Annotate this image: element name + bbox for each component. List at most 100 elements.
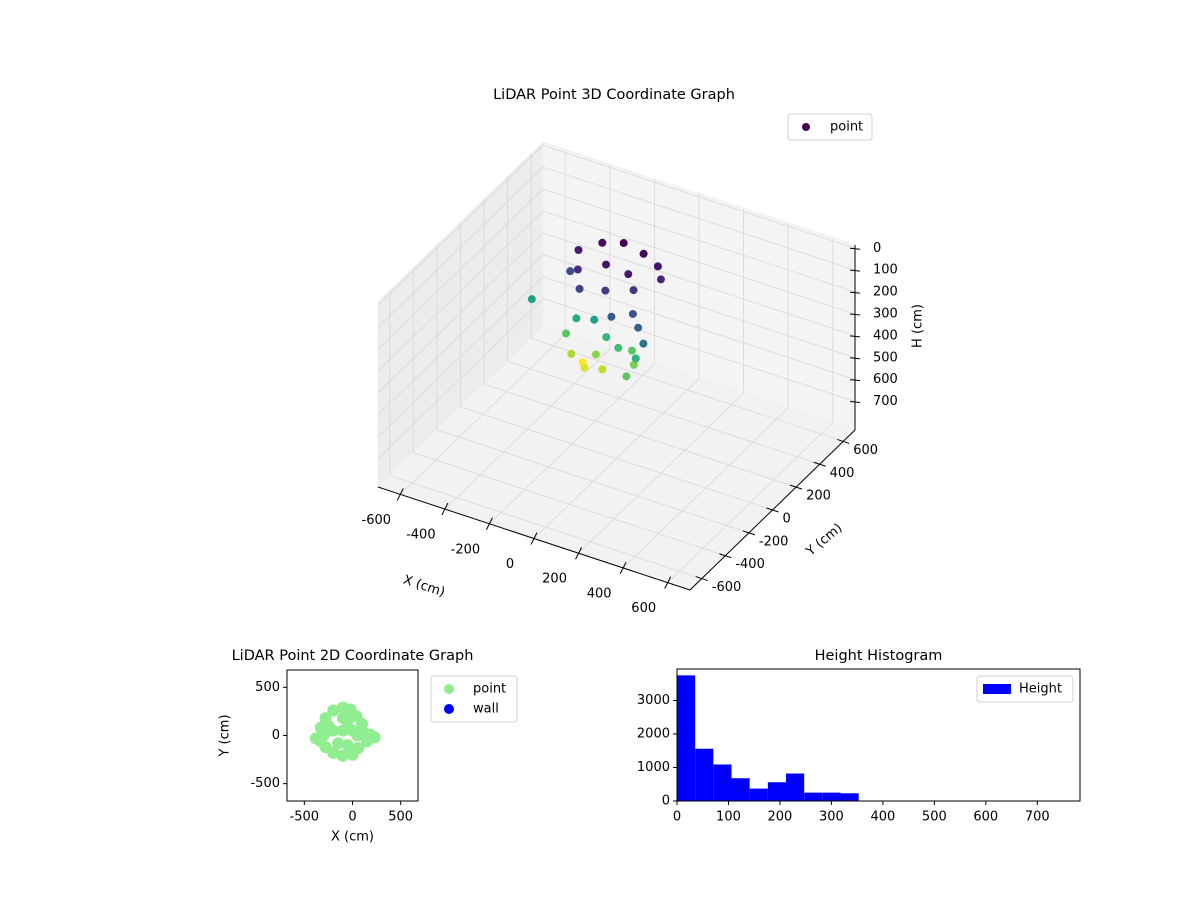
z-tick-label: 700 [873, 394, 898, 409]
point [598, 365, 607, 374]
x-tick-label: 400 [587, 586, 612, 601]
bar [749, 788, 768, 801]
x-tick-label: 100 [716, 810, 741, 825]
point [614, 343, 623, 352]
grid-line [377, 276, 544, 437]
y-tick-label: 600 [853, 443, 878, 458]
point [566, 267, 575, 276]
legend-label: wall [473, 702, 499, 717]
z-tick-label: 0 [873, 241, 881, 256]
bar [731, 778, 750, 801]
point [601, 286, 610, 295]
grid-line [542, 144, 856, 249]
bar [695, 748, 714, 801]
x-tick-label: 500 [922, 810, 947, 825]
point [602, 260, 610, 269]
bar [713, 764, 732, 801]
point [341, 739, 354, 752]
point [627, 346, 636, 355]
point [332, 737, 345, 750]
x-tick-label: -600 [362, 513, 392, 528]
y-tick-label: 0 [783, 512, 791, 527]
point [336, 724, 349, 737]
point [591, 350, 600, 359]
z-tick-label: 100 [873, 263, 898, 278]
legend-marker [444, 704, 454, 714]
grid-line [542, 188, 856, 293]
grid-line [377, 144, 544, 306]
point [622, 372, 631, 381]
x-tick-label: 500 [388, 810, 413, 825]
grid-line [413, 452, 726, 557]
z-axis-label: H (cm) [911, 304, 926, 348]
point [572, 314, 581, 323]
point [607, 312, 616, 321]
grid-line [542, 166, 856, 271]
grid-line [436, 429, 750, 534]
y-tick-label: 1000 [637, 760, 670, 775]
x-tick-label: 600 [973, 810, 998, 825]
x-tick-label: 200 [542, 572, 567, 587]
grid-line [377, 298, 544, 459]
point [327, 704, 340, 717]
point [356, 724, 369, 737]
chart-title: LiDAR Point 3D Coordinate Graph [493, 87, 735, 103]
plot-frame [676, 668, 1081, 802]
grid-line [377, 232, 544, 394]
grid-line [542, 254, 856, 359]
point [527, 295, 536, 304]
grid-line [483, 383, 797, 488]
point [619, 239, 628, 248]
point [598, 238, 607, 247]
grid-line [542, 276, 856, 381]
z-tick-label: 500 [873, 350, 898, 365]
bar [840, 793, 859, 801]
y-tick-label: 500 [255, 680, 280, 695]
y-tick-label: -400 [735, 557, 765, 572]
x-tick-label: 0 [673, 810, 681, 825]
z-tick-label: 400 [873, 328, 898, 343]
x-axis-label: X (cm) [331, 830, 374, 845]
x-tick-label: -200 [451, 542, 481, 557]
point [639, 339, 648, 348]
y-tick-label: -200 [759, 534, 789, 549]
point [562, 329, 571, 338]
grid-line [507, 360, 820, 465]
point [573, 265, 582, 274]
y-tick-label: 200 [806, 489, 831, 504]
grid-line [377, 166, 544, 328]
point [639, 249, 648, 258]
point [341, 715, 354, 728]
chart-title: Height Histogram [815, 648, 943, 664]
point [629, 286, 638, 295]
legend-marker [444, 684, 454, 694]
point [575, 284, 584, 293]
legend-label: point [830, 120, 863, 135]
point [653, 262, 662, 271]
x-tick-label: -500 [290, 810, 320, 825]
point [631, 354, 640, 363]
y-tick-label: 400 [830, 466, 855, 481]
legend-label: point [473, 682, 506, 697]
bar [767, 782, 787, 801]
grid-line [377, 188, 544, 350]
point [567, 349, 576, 358]
bar [786, 773, 805, 801]
x-tick-label: 300 [819, 810, 844, 825]
legend-swatch [983, 684, 1011, 694]
z-tick-label: 300 [873, 306, 898, 321]
x-tick-label: 700 [1025, 810, 1050, 825]
grid-line [531, 338, 844, 442]
x-tick-label: 200 [768, 810, 793, 825]
bar [677, 675, 696, 801]
point [574, 246, 583, 255]
point [346, 748, 359, 761]
point [624, 270, 633, 279]
grid-line [377, 210, 544, 372]
point [322, 719, 335, 732]
z-tick-label: 200 [873, 285, 898, 300]
y-tick-label: 3000 [637, 693, 670, 708]
legend-marker [802, 123, 810, 131]
y-tick-label: 2000 [637, 726, 670, 741]
